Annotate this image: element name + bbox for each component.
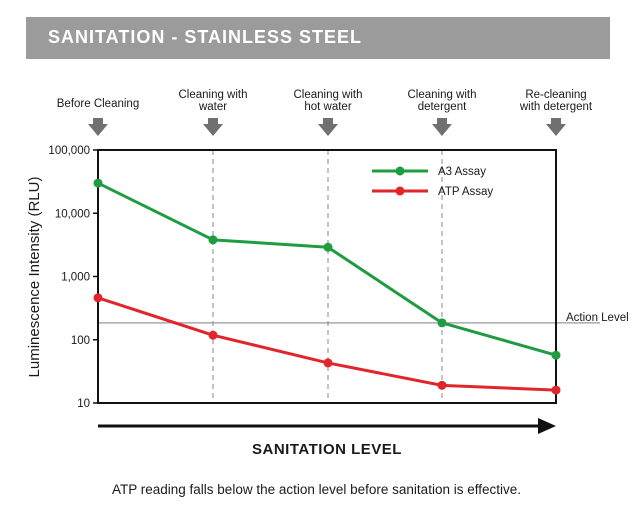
- data-point: [437, 380, 447, 390]
- data-point: [93, 293, 103, 303]
- down-arrow-icon: [432, 118, 452, 136]
- stage-label-line: Cleaning with: [407, 89, 476, 101]
- y-tick-label: 1,000: [61, 272, 90, 284]
- legend-swatch-dot: [395, 186, 405, 196]
- stage-label: Cleaning with detergent: [407, 89, 476, 113]
- action-level-label: Action Level: [566, 312, 629, 324]
- stage-label: Before Cleaning: [57, 98, 139, 110]
- data-point: [208, 330, 218, 340]
- y-tick-label: 10: [77, 398, 90, 410]
- stage-label-line: with detergent: [519, 101, 593, 113]
- data-point: [551, 350, 561, 360]
- stage-label: Re-cleaning with detergent: [519, 89, 593, 113]
- stage-label-line: Re-cleaning: [525, 89, 586, 101]
- data-point: [323, 242, 333, 252]
- data-point: [437, 318, 447, 328]
- legend-swatch-dot: [395, 166, 405, 176]
- stage-label-line: hot water: [304, 101, 351, 113]
- x-axis-label: SANITATION LEVEL: [252, 441, 402, 458]
- chart-caption: ATP reading falls below the action level…: [112, 482, 521, 497]
- data-point: [208, 235, 218, 245]
- down-arrow-icon: [88, 118, 108, 136]
- stage-label-line: detergent: [418, 101, 467, 113]
- y-tick-label: 100,000: [48, 145, 90, 157]
- data-point: [93, 178, 103, 188]
- down-arrow-icon: [546, 118, 566, 136]
- y-axis-label: Luminescence Intensity (RLU): [26, 177, 43, 378]
- sanitation-arrowhead-icon: [538, 418, 556, 434]
- data-point: [551, 385, 561, 395]
- stage-label-line: Cleaning with: [293, 89, 362, 101]
- series-line: [97, 296, 557, 392]
- y-tick-label: 10,000: [55, 208, 90, 220]
- page-title: SANITATION - STAINLESS STEEL: [48, 27, 363, 47]
- down-arrow-icon: [318, 118, 338, 136]
- header-bar: SANITATION - STAINLESS STEEL: [26, 17, 610, 59]
- down-arrow-icon: [203, 118, 223, 136]
- y-tick-label: 100: [71, 335, 90, 347]
- stage-label-line: water: [198, 101, 227, 113]
- stage-label: Cleaning with water: [178, 89, 247, 113]
- legend-label: A3 Assay: [438, 166, 486, 178]
- series-line: [97, 181, 557, 357]
- stage-label-line: Cleaning with: [178, 89, 247, 101]
- stage-label-line: Before Cleaning: [57, 98, 139, 110]
- legend-label: ATP Assay: [438, 186, 493, 198]
- stage-label: Cleaning with hot water: [293, 89, 362, 113]
- data-point: [323, 358, 333, 368]
